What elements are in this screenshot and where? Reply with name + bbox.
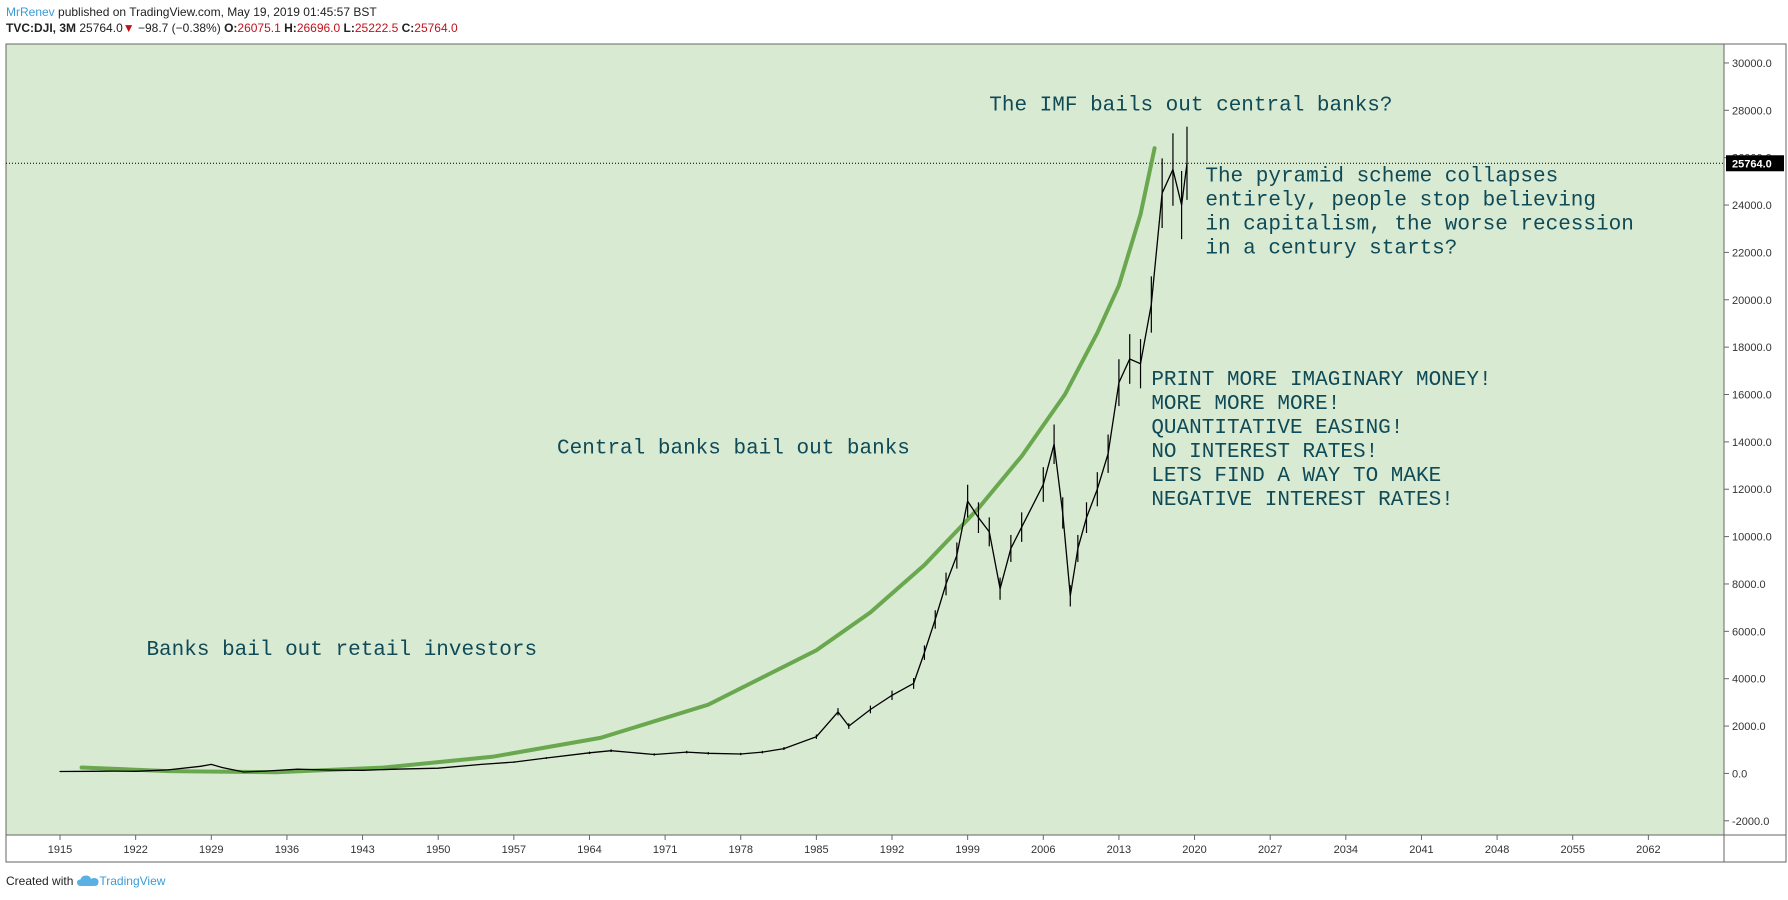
ohlc-line: TVC:DJI, 3M 25764.0▼ −98.7 (−0.38%) O:26…	[6, 20, 458, 36]
y-tick-label: 12000.0	[1732, 484, 1772, 496]
tradingview-logo-link[interactable]: TradingView	[77, 874, 165, 888]
y-tick-label: 24000.0	[1732, 200, 1772, 212]
y-tick-label: 30000.0	[1732, 58, 1772, 70]
chart-frame	[5, 43, 1787, 863]
annotation-line: The pyramid scheme collapses	[1205, 165, 1558, 188]
down-arrow-icon: ▼	[122, 21, 135, 35]
x-tick-label: 2055	[1560, 844, 1584, 856]
x-tick-label: 2013	[1107, 844, 1131, 856]
high-value: 26696.0	[296, 21, 341, 35]
open-value: 26075.1	[237, 21, 281, 35]
x-tick-label: 2006	[1031, 844, 1055, 856]
exponential-curve	[79, 146, 1157, 775]
y-tick-label: 14000.0	[1732, 437, 1772, 449]
y-tick-label: 22000.0	[1732, 247, 1772, 259]
y-tick-label: 20000.0	[1732, 295, 1772, 307]
last-price-label: 25764.0	[1732, 158, 1772, 170]
open-label: O:	[224, 21, 238, 35]
tradingview-brand: TradingView	[99, 874, 166, 888]
x-tick-label: 1964	[577, 844, 601, 856]
last-value: 25764.0	[79, 21, 123, 35]
x-tick-label: 2041	[1409, 844, 1433, 856]
annotation-line: MORE MORE MORE!	[1151, 393, 1340, 416]
x-tick-label: 2048	[1485, 844, 1509, 856]
y-tick-label: 6000.0	[1732, 626, 1766, 638]
y-tick-label: 8000.0	[1732, 579, 1766, 591]
y-tick-label: 16000.0	[1732, 390, 1772, 402]
x-tick-label: 1978	[728, 844, 752, 856]
annotation-line: in a century starts?	[1205, 237, 1457, 260]
annotation-4: The pyramid scheme collapses entirely, pe…	[1205, 165, 1633, 260]
low-label: L:	[343, 21, 355, 35]
plot-background	[6, 44, 1724, 835]
publish-line: MrRenev published on TradingView.com, Ma…	[6, 4, 458, 20]
x-tick-label: 1915	[48, 844, 72, 856]
close-label: C:	[401, 21, 415, 35]
symbol-label[interactable]: TVC:DJI, 3M	[6, 21, 77, 35]
annotation-line: entirely, people stop believing	[1205, 189, 1596, 212]
y-tick-label: 10000.0	[1732, 532, 1772, 544]
x-tick-label: 1950	[426, 844, 450, 856]
annotation-line: NEGATIVE INTEREST RATES!	[1151, 489, 1453, 512]
x-tick-label: 1957	[502, 844, 526, 856]
price-line	[59, 163, 1188, 773]
annotation-line: in capitalism, the worse recession	[1205, 213, 1633, 236]
annotation-2: Central banks bail out banks	[557, 438, 910, 461]
x-tick-label: 1971	[653, 844, 677, 856]
author-link[interactable]: MrRenev	[6, 5, 55, 19]
annotation-line: Central banks bail out banks	[557, 438, 910, 461]
published-text: published on TradingView.com, May 19, 20…	[54, 5, 377, 19]
annotation-5: PRINT MORE IMAGINARY MONEY! MORE MORE MOR…	[1151, 369, 1491, 512]
x-tick-label: 1992	[880, 844, 904, 856]
y-tick-label: 18000.0	[1732, 342, 1772, 354]
y-tick-label: 2000.0	[1732, 721, 1766, 733]
y-tick-label: -2000.0	[1732, 816, 1769, 828]
annotation-line: LETS FIND A WAY TO MAKE	[1151, 465, 1441, 488]
annotation-line: Banks bail out retail investors	[146, 639, 537, 662]
x-tick-label: 2034	[1334, 844, 1358, 856]
chart-area[interactable]: -2000.0 0.0 2000.0 4000.0 6000.0 8000.0 10000.…	[0, 40, 1788, 871]
x-tick-label: 1929	[199, 844, 223, 856]
y-tick-label: 0.0	[1732, 768, 1747, 780]
annotation-line: PRINT MORE IMAGINARY MONEY!	[1151, 369, 1491, 392]
x-tick-label: 1922	[123, 844, 147, 856]
annotation-line: QUANTITATIVE EASING!	[1151, 417, 1403, 440]
footer: Created with TradingView	[6, 874, 165, 888]
last-price-badge	[1726, 155, 1784, 172]
annotation-line: The IMF bails out central banks?	[989, 94, 1392, 117]
x-tick-label: 2020	[1182, 844, 1206, 856]
chart-header: MrRenev published on TradingView.com, Ma…	[6, 4, 458, 36]
low-value: 25222.5	[354, 21, 399, 35]
x-tick-label: 1943	[350, 844, 374, 856]
close-value: 25764.0	[414, 21, 458, 35]
x-tick-label: 1985	[804, 844, 828, 856]
y-tick-label: 4000.0	[1732, 674, 1766, 686]
annotation-3: The IMF bails out central banks?	[989, 94, 1392, 117]
x-tick-label: 1999	[955, 844, 979, 856]
change-value: −98.7 (−0.38%)	[137, 21, 221, 35]
x-tick-label: 2062	[1636, 844, 1660, 856]
x-tick-label: 1936	[275, 844, 299, 856]
x-tick-label: 2027	[1258, 844, 1282, 856]
y-tick-label: 28000.0	[1732, 105, 1772, 117]
created-with-text: Created with	[6, 874, 74, 888]
cloud-icon	[77, 875, 99, 886]
annotation-line: NO INTEREST RATES!	[1151, 441, 1378, 464]
price-chart[interactable]: -2000.0 0.0 2000.0 4000.0 6000.0 8000.0 10000.…	[0, 40, 1788, 866]
annotation-1: Banks bail out retail investors	[146, 639, 537, 662]
high-label: H:	[284, 21, 297, 35]
